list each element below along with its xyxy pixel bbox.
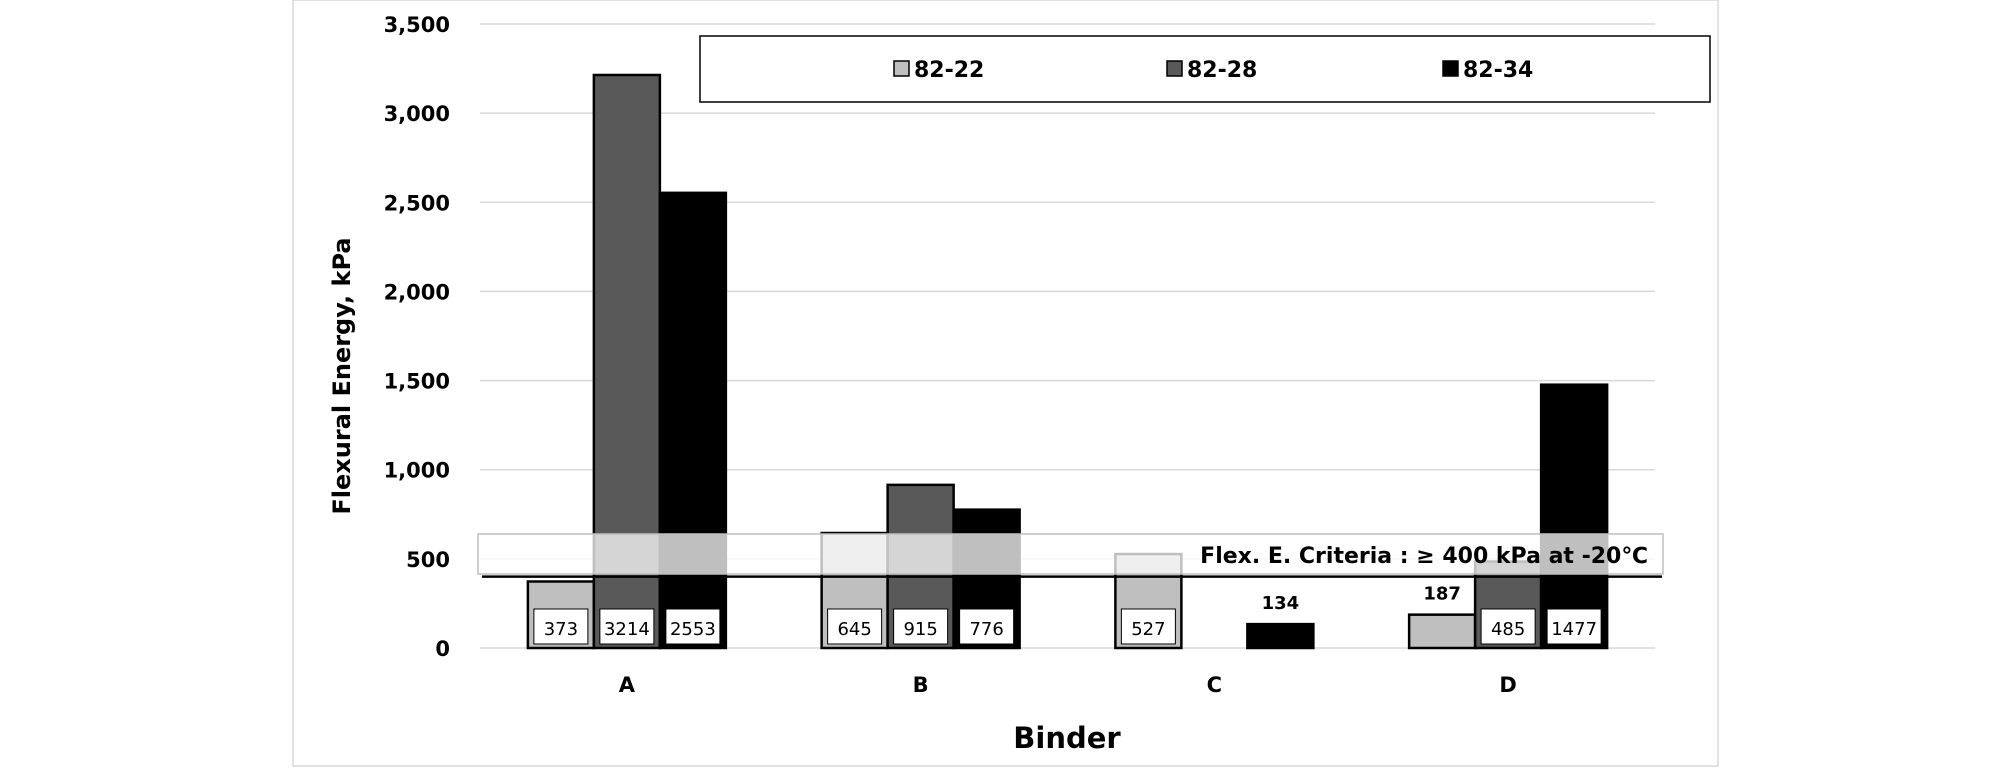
data-label-box bbox=[893, 608, 949, 645]
data-label: 645 bbox=[837, 619, 871, 640]
criteria: Flex. E. Criteria : ≥ 400 kPa at -20℃ bbox=[477, 533, 1664, 578]
bar bbox=[1407, 613, 1477, 650]
legend-swatch bbox=[1442, 60, 1459, 77]
data-label-box bbox=[1120, 608, 1176, 645]
y-axis-title: Flexural Energy, kPa bbox=[328, 237, 356, 514]
y-tick-label: 1,500 bbox=[384, 370, 450, 394]
bar bbox=[1246, 622, 1315, 650]
data-label: 1477 bbox=[1551, 619, 1597, 640]
bar bbox=[658, 191, 728, 650]
criteria-label: Flex. E. Criteria : ≥ 400 kPa at -20℃ bbox=[1200, 544, 1648, 569]
data-label-box bbox=[1480, 608, 1536, 645]
data-label-box bbox=[959, 608, 1015, 645]
x-tick-label: B bbox=[913, 673, 929, 697]
data-label: 373 bbox=[544, 619, 578, 640]
y-axis-ticks: 0 500 1,000 1,500 2,000 2,500 3,000 3,500 bbox=[384, 13, 450, 661]
legend-swatch bbox=[1166, 60, 1183, 77]
y-tick-label: 0 bbox=[435, 637, 450, 661]
legend-swatch bbox=[893, 60, 910, 77]
y-tick-label: 3,500 bbox=[384, 13, 450, 37]
x-tick-label: D bbox=[1499, 673, 1516, 697]
data-label-box bbox=[827, 608, 883, 645]
data-label: 134 bbox=[1262, 593, 1300, 614]
legend-label: 82-22 bbox=[914, 58, 984, 83]
data-label-box bbox=[1546, 608, 1602, 645]
x-tick-label: C bbox=[1207, 673, 1222, 697]
data-label: 915 bbox=[903, 619, 937, 640]
y-tick-label: 500 bbox=[406, 548, 450, 572]
criteria-box bbox=[477, 533, 1664, 575]
y-tick-label: 2,000 bbox=[384, 280, 450, 304]
data-label: 187 bbox=[1423, 584, 1461, 605]
legend: 82-22 82-28 82-34 bbox=[699, 35, 1711, 103]
chart-frame bbox=[292, 0, 1719, 767]
data-label-box bbox=[533, 608, 589, 645]
data-label: 2553 bbox=[670, 619, 716, 640]
data-label: 527 bbox=[1131, 619, 1165, 640]
data-label: 776 bbox=[969, 619, 1003, 640]
y-tick-label: 2,500 bbox=[384, 191, 450, 215]
x-axis-categories: A B C D bbox=[619, 673, 1517, 697]
data-label: 3214 bbox=[604, 619, 650, 640]
data-labels: 373 3214 2553 645 915 776 527 134 187 485 1477 bbox=[533, 584, 1602, 645]
x-axis-title: Binder bbox=[1013, 721, 1121, 755]
data-label-box bbox=[599, 608, 655, 645]
y-tick-label: 1,000 bbox=[384, 459, 450, 483]
bar bbox=[1539, 383, 1609, 650]
legend-box bbox=[699, 35, 1711, 103]
legend-label: 82-34 bbox=[1463, 58, 1533, 83]
data-label-box bbox=[665, 608, 721, 645]
legend-label: 82-28 bbox=[1187, 58, 1257, 83]
y-tick-label: 3,000 bbox=[384, 102, 450, 126]
data-label: 485 bbox=[1491, 619, 1525, 640]
x-tick-label: A bbox=[619, 673, 636, 697]
